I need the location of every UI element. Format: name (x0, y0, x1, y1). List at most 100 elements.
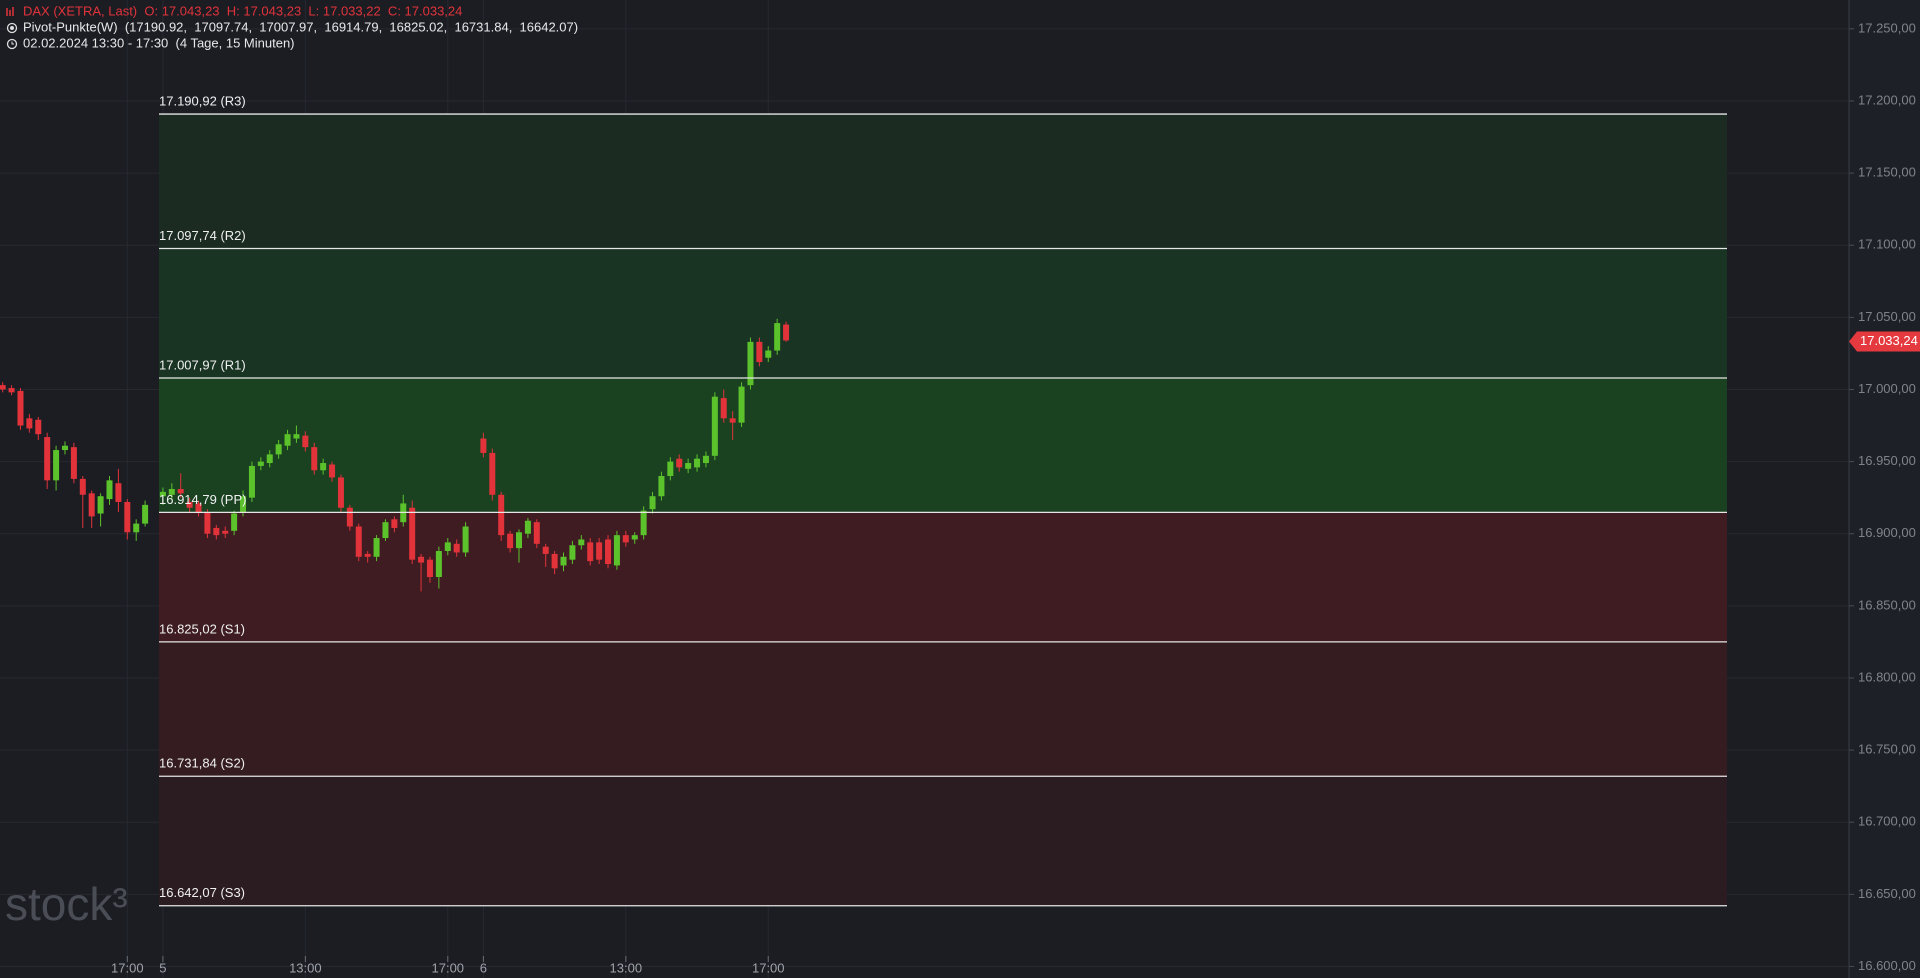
candle-body (88, 493, 95, 517)
candle-body (667, 461, 674, 477)
y-tick-label: 16.800,00 (1858, 669, 1916, 684)
candle-body (311, 447, 318, 471)
y-tick-label: 16.900,00 (1858, 525, 1916, 540)
y-tick-label: 17.150,00 (1858, 165, 1916, 180)
y-tick-label: 16.850,00 (1858, 597, 1916, 612)
candle-body (738, 386, 745, 423)
candle-body (293, 434, 300, 439)
candle-body (355, 526, 362, 557)
candle-body (53, 450, 60, 481)
candle-body (676, 458, 683, 468)
candle-body (453, 543, 460, 553)
axes: 16.600,00 16.650,00 16.700,00 16.750,00 16.8… (111, 20, 1920, 975)
candle-body (551, 553, 558, 569)
x-tick-label: 17:00 (111, 960, 144, 975)
candles (0, 318, 790, 592)
candle-body (240, 496, 247, 513)
last-price-label: 17.033,24 (1860, 333, 1918, 348)
candle-body (222, 530, 229, 534)
candle-body (337, 477, 344, 508)
candle-body (747, 341, 754, 386)
candle-body (560, 556, 567, 566)
candle-body (596, 542, 603, 560)
candle-body (587, 542, 594, 562)
candle-body (346, 507, 353, 527)
candle-body (275, 444, 282, 455)
x-tick-label: 17:00 (432, 960, 465, 975)
y-tick-label: 16.600,00 (1858, 958, 1916, 973)
icon (10, 26, 14, 30)
watermark: stock³ (5, 878, 128, 930)
x-tick-label: 17:00 (752, 960, 785, 975)
candle-body (97, 496, 104, 514)
pivot-label: 16.825,02 (S1) (159, 621, 245, 636)
candle-body (0, 385, 6, 390)
candle-body (204, 512, 211, 534)
candle-body (142, 504, 149, 524)
candle-body (8, 388, 15, 393)
y-tick-label: 16.750,00 (1858, 742, 1916, 757)
icon (6, 22, 18, 34)
x-tick-label: 5 (159, 960, 166, 975)
candle-body (79, 478, 86, 495)
pivot-label: 16.642,07 (S3) (159, 885, 245, 900)
candle-body (702, 455, 709, 464)
candle-body (329, 464, 336, 478)
candle-body (640, 510, 647, 536)
header-line: Pivot-Punkte(W) (17190.92, 17097.74, 170… (23, 19, 578, 34)
candle-body (649, 496, 656, 510)
candle-body (435, 551, 442, 577)
y-tick-label: 16.700,00 (1858, 814, 1916, 829)
y-tick-label: 16.650,00 (1858, 886, 1916, 901)
candle-body (418, 556, 425, 563)
candle-body (213, 527, 220, 536)
candle-body (516, 532, 523, 549)
pivot-zones (159, 114, 1727, 906)
pivot-label: 17.007,97 (R1) (159, 357, 246, 372)
candle-body (177, 489, 184, 494)
candle-body (284, 434, 291, 446)
candle-body (765, 350, 772, 358)
pivot-label: 16.914,79 (PP) (159, 492, 246, 507)
candle-body (444, 542, 451, 552)
last-price-box (1849, 331, 1920, 352)
candle-body (248, 465, 255, 498)
candle-body (613, 535, 620, 566)
candle-body (711, 396, 718, 456)
candle-body (115, 483, 122, 502)
header-line: 02.02.2024 13:30 - 17:30 (4 Tage, 15 Min… (23, 35, 295, 50)
candle-body (685, 463, 692, 469)
axis-panel (1849, 0, 1920, 978)
y-tick-label: 17.200,00 (1858, 92, 1916, 107)
candle-body (195, 503, 202, 513)
candle-body (498, 494, 505, 536)
pivot-label: 17.190,92 (R3) (159, 94, 246, 109)
candle-body (26, 418, 33, 429)
header-line: DAX (XETRA, Last) O: 17.043,23 H: 17.043… (23, 3, 462, 18)
candle-body (622, 535, 629, 543)
icon (6, 7, 14, 16)
candle-body (409, 507, 416, 560)
candle-body (694, 458, 701, 468)
candle-body (257, 461, 264, 466)
candle-body (631, 535, 638, 540)
candle-body (783, 324, 790, 341)
candle-body (729, 418, 736, 423)
icon (11, 41, 14, 45)
pivot-label: 16.731,84 (S2) (159, 756, 245, 771)
candle-body (720, 398, 727, 419)
candle-body (44, 437, 51, 481)
x-tick-label: 13:00 (289, 960, 322, 975)
pivot-zone (159, 377, 1727, 513)
candle-body (168, 489, 175, 495)
y-tick-label: 17.100,00 (1858, 237, 1916, 252)
candle-body (106, 480, 113, 500)
candle-body (480, 438, 487, 453)
candle-body (302, 435, 309, 448)
candle-body (320, 463, 327, 471)
pivot-zone (159, 114, 1727, 249)
candle-body (231, 513, 238, 531)
x-tick-label: 13:00 (610, 960, 643, 975)
